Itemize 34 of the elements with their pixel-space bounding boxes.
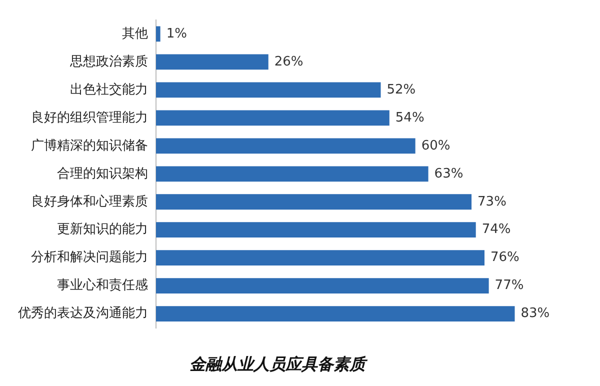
y-tick-label: 良好的组织管理能力 [31, 110, 148, 126]
bar [156, 278, 489, 294]
y-tick-label: 其他 [122, 26, 148, 42]
y-tick-label: 出色社交能力 [70, 81, 148, 98]
data-label: 60% [421, 138, 450, 154]
data-label: 73% [478, 194, 506, 210]
data-label: 54% [395, 110, 424, 126]
bar [156, 306, 515, 322]
y-tick-label: 合理的知识架构 [57, 166, 148, 182]
data-label: 1% [166, 26, 187, 42]
bar [156, 138, 416, 154]
y-tick-label: 良好身体和心理素质 [31, 193, 148, 210]
bar [156, 166, 428, 182]
data-label: 63% [434, 166, 464, 182]
data-label: 74% [482, 222, 511, 238]
text: 金融从业人员应具备素质 [190, 354, 368, 374]
data-label: 76% [490, 250, 520, 266]
y-tick-label: 更新知识的能力 [57, 222, 148, 238]
y-tick-label: 广博精深的知识储备 [31, 138, 148, 154]
y-tick-label: 事业心和责任感 [57, 277, 148, 294]
bar [156, 222, 476, 238]
bar [156, 82, 381, 98]
data-label: 26% [274, 54, 304, 70]
bar [156, 54, 268, 70]
bar [156, 26, 160, 42]
data-label: 52% [386, 82, 416, 98]
bar [156, 250, 484, 266]
bar [156, 110, 390, 126]
data-label: 83% [520, 306, 550, 322]
y-tick-label: 优秀的表达及沟通能力 [18, 306, 148, 322]
y-tick-label: 分析和解决问题能力 [31, 250, 148, 266]
bar [156, 194, 472, 210]
data-label: 77% [494, 278, 524, 294]
y-tick-label: 思想政治素质 [69, 54, 148, 70]
